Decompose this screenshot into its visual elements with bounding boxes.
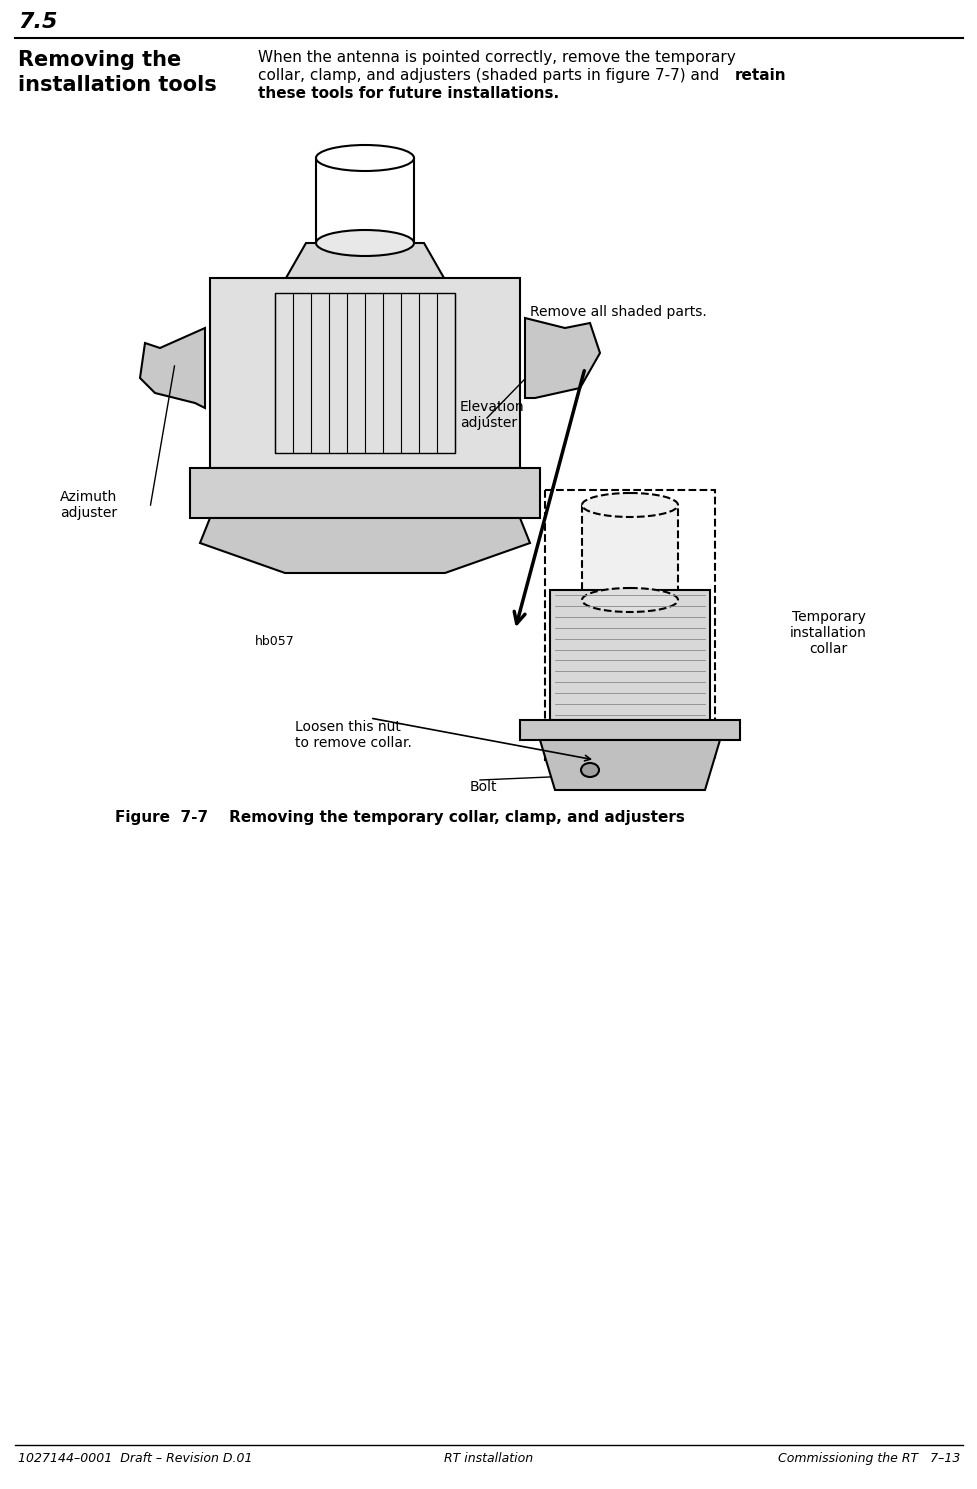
- Text: hb057: hb057: [255, 634, 294, 648]
- Bar: [520, 721, 740, 740]
- Ellipse shape: [580, 762, 598, 777]
- Text: Temporary
installation
collar: Temporary installation collar: [789, 610, 866, 657]
- Polygon shape: [285, 243, 444, 278]
- Polygon shape: [140, 328, 205, 408]
- Text: Bolt: Bolt: [470, 780, 497, 794]
- Text: installation tools: installation tools: [18, 74, 217, 95]
- Text: 7.5: 7.5: [18, 12, 58, 31]
- Polygon shape: [525, 319, 599, 398]
- Bar: [549, 590, 709, 721]
- Text: Loosen this nut
to remove collar.: Loosen this nut to remove collar.: [295, 721, 411, 750]
- Text: Commissioning the RT   7–13: Commissioning the RT 7–13: [777, 1452, 959, 1465]
- Bar: [581, 505, 677, 596]
- Bar: [316, 158, 413, 243]
- Bar: [210, 278, 520, 468]
- Bar: [544, 490, 714, 759]
- Text: 1027144–0001  Draft – Revision D.01: 1027144–0001 Draft – Revision D.01: [18, 1452, 252, 1465]
- Ellipse shape: [581, 493, 677, 517]
- Bar: [190, 468, 539, 518]
- Bar: [275, 293, 454, 453]
- Text: collar, clamp, and adjusters (shaded parts in figure 7-7) and: collar, clamp, and adjusters (shaded par…: [258, 68, 723, 83]
- Text: When the antenna is pointed correctly, remove the temporary: When the antenna is pointed correctly, r…: [258, 51, 735, 66]
- Ellipse shape: [581, 588, 677, 612]
- Polygon shape: [539, 740, 719, 791]
- Text: RT installation: RT installation: [444, 1452, 533, 1465]
- Text: Elevation
adjuster: Elevation adjuster: [459, 401, 524, 430]
- Text: Figure  7-7    Removing the temporary collar, clamp, and adjusters: Figure 7-7 Removing the temporary collar…: [115, 810, 684, 825]
- Polygon shape: [199, 518, 530, 573]
- Ellipse shape: [316, 144, 413, 171]
- Text: Removing the: Removing the: [18, 51, 181, 70]
- Text: Azimuth
adjuster: Azimuth adjuster: [60, 490, 117, 520]
- Text: these tools for future installations.: these tools for future installations.: [258, 86, 559, 101]
- Ellipse shape: [316, 229, 413, 256]
- Text: retain: retain: [735, 68, 786, 83]
- Text: Remove all shaded parts.: Remove all shaded parts.: [530, 305, 706, 319]
